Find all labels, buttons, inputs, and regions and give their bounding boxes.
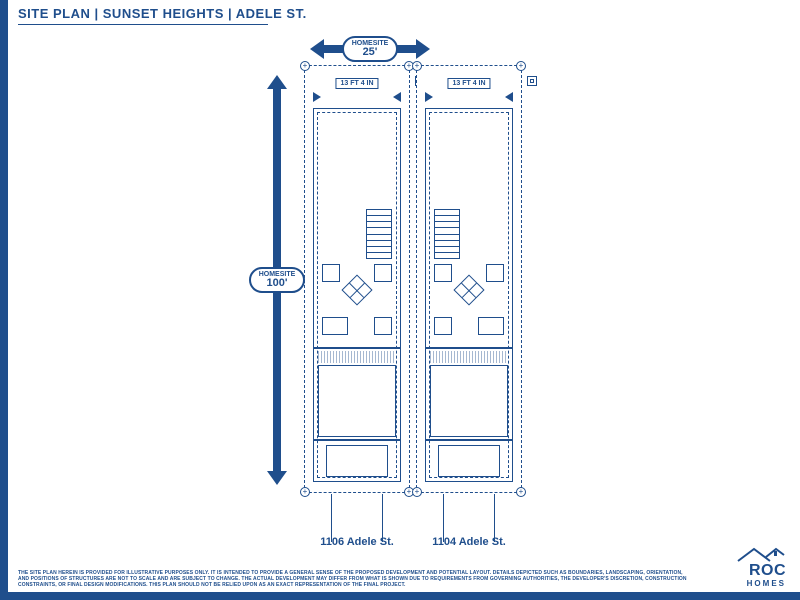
driveway-line (382, 494, 383, 542)
width-bubble: HOMESITE 25' (342, 36, 399, 62)
room (434, 317, 452, 335)
addresses-row: 1106 Adele St. 1104 Adele St. (304, 536, 522, 548)
page-title: SITE PLAN | SUNSET HEIGHTS | ADELE ST. (18, 6, 307, 21)
utility-box-icon (527, 76, 537, 86)
lot-address: 1106 Adele St. (304, 536, 410, 548)
height-value: 100' (259, 278, 296, 289)
room (322, 317, 348, 335)
setback-arrows (313, 92, 401, 102)
driveway-line (331, 494, 332, 542)
garage (430, 365, 508, 437)
stairs-icon (366, 209, 392, 259)
lot: ++++13 FT 4 IN (416, 65, 522, 493)
width-value: 25' (352, 47, 389, 58)
kitchen-island-icon (341, 274, 372, 305)
survey-pin-icon: + (300, 487, 310, 497)
setback-label: 13 FT 4 IN (335, 78, 378, 89)
porch (438, 445, 500, 477)
lot-address: 1104 Adele St. (416, 536, 522, 548)
survey-pin-icon: + (412, 61, 422, 71)
brand-logo: ROC HOMES (736, 545, 786, 588)
driveway-line (443, 494, 444, 542)
hatched-strip (318, 351, 396, 363)
building-footprint (313, 108, 401, 482)
room (374, 317, 392, 335)
room (486, 264, 504, 282)
survey-pin-icon: + (516, 487, 526, 497)
survey-pin-icon: + (516, 61, 526, 71)
porch (326, 445, 388, 477)
arrow-down-icon (267, 471, 287, 485)
room (322, 264, 340, 282)
kitchen-island-icon (453, 274, 484, 305)
logo-bottom: HOMES (747, 579, 786, 588)
room (374, 264, 392, 282)
building-footprint (425, 108, 513, 482)
logo-top: ROC (749, 563, 786, 579)
floorplan-interior (430, 209, 508, 344)
dimension-height: HOMESITE 100' (262, 75, 292, 485)
room (478, 317, 504, 335)
roof-icon (736, 545, 786, 563)
setback-arrows (425, 92, 513, 102)
hatched-strip (430, 351, 508, 363)
driveway-line (494, 494, 495, 542)
disclaimer-text: THE SITE PLAN HEREIN IS PROVIDED FOR ILL… (18, 570, 690, 588)
garage (318, 365, 396, 437)
dimension-width: HOMESITE 25' (310, 34, 430, 64)
lot: ++++13 FT 4 IN (304, 65, 410, 493)
arrow-right-icon (416, 39, 430, 59)
arrow-up-icon (267, 75, 287, 89)
floorplan-interior (318, 209, 396, 344)
title-underline (18, 24, 268, 25)
stairs-icon (434, 209, 460, 259)
setback-label: 13 FT 4 IN (447, 78, 490, 89)
survey-pin-icon: + (300, 61, 310, 71)
lots-container: ++++13 FT 4 IN++++13 FT 4 IN (304, 65, 522, 493)
arrow-left-icon (310, 39, 324, 59)
survey-pin-icon: + (412, 487, 422, 497)
height-bubble: HOMESITE 100' (249, 267, 306, 293)
room (434, 264, 452, 282)
